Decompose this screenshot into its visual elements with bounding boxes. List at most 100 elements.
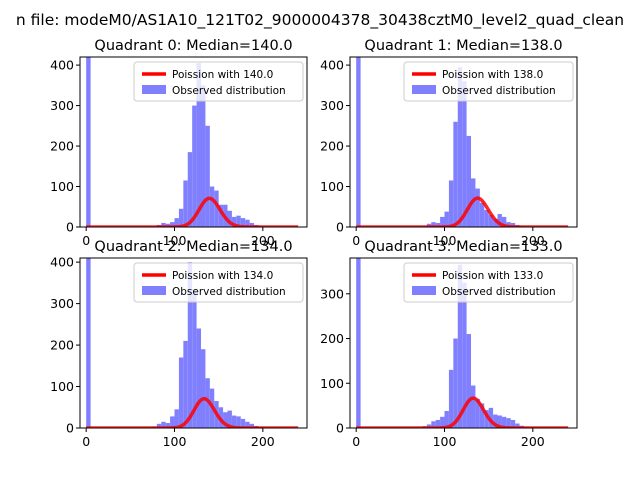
y-tick-label: 300 bbox=[320, 98, 344, 113]
histogram-bar bbox=[170, 222, 175, 227]
histogram-bar bbox=[240, 418, 246, 428]
y-tick-label: 100 bbox=[50, 379, 74, 394]
histogram-bar bbox=[431, 421, 436, 428]
y-tick-label: 200 bbox=[50, 139, 74, 154]
histogram-bar bbox=[218, 204, 224, 227]
histogram-bar bbox=[510, 419, 516, 428]
histogram-bar bbox=[462, 81, 467, 227]
histogram-bar bbox=[205, 378, 210, 428]
histogram-bar bbox=[187, 152, 193, 227]
plot-area bbox=[85, 57, 300, 227]
histogram-bar bbox=[356, 57, 361, 227]
legend-box bbox=[133, 61, 304, 102]
histogram-bar bbox=[466, 135, 472, 227]
histogram-bar bbox=[178, 357, 184, 428]
y-tick-label: 0 bbox=[336, 220, 344, 235]
histogram-bar bbox=[227, 210, 232, 227]
subplot-grid: 0 100 200 300 400 0 100 200 Quadrant 0: Median=1… bbox=[50, 38, 578, 449]
histogram-bar bbox=[448, 369, 454, 428]
histogram-bar bbox=[440, 416, 445, 428]
histogram-bar bbox=[174, 218, 179, 227]
histogram-bar bbox=[435, 222, 441, 227]
subplot-quadrant-1: 0 100 200 300 400 0 100 200 Quadrant 1: Median=1… bbox=[320, 38, 578, 248]
y-tick-label: 300 bbox=[50, 98, 74, 113]
histogram-bar bbox=[506, 222, 511, 227]
histogram-bar bbox=[440, 216, 445, 227]
y-tick-label: 200 bbox=[320, 331, 344, 346]
legend-patch-swatch bbox=[142, 286, 166, 295]
histogram-bar bbox=[431, 222, 436, 227]
histogram-bar bbox=[479, 202, 485, 227]
histogram-bar bbox=[484, 410, 489, 428]
x-tick-label: 0 bbox=[82, 233, 90, 248]
poisson-line bbox=[85, 396, 300, 428]
histogram-bar bbox=[448, 180, 454, 227]
x-tick-label: 200 bbox=[521, 233, 545, 248]
histogram-bar bbox=[453, 338, 458, 428]
legend-patch-swatch bbox=[142, 85, 166, 94]
histogram-bar bbox=[161, 222, 166, 227]
poisson-line bbox=[355, 396, 570, 428]
histogram-bar bbox=[201, 349, 206, 428]
histogram-bar bbox=[170, 416, 175, 428]
histogram-bar bbox=[453, 121, 458, 227]
plot-area bbox=[85, 258, 300, 428]
histogram-bar bbox=[501, 216, 507, 227]
histogram-bar bbox=[493, 414, 498, 428]
y-tick-label: 300 bbox=[50, 296, 74, 311]
histogram-bar bbox=[209, 186, 215, 227]
histogram-bar bbox=[240, 218, 246, 227]
histogram-bar bbox=[178, 208, 184, 227]
x-tick-label: 200 bbox=[251, 434, 275, 449]
poisson-line bbox=[85, 196, 300, 227]
histogram-bar bbox=[426, 424, 432, 428]
histogram-bar bbox=[475, 188, 480, 227]
histogram-bar bbox=[493, 218, 498, 227]
x-tick-label: 100 bbox=[433, 434, 457, 449]
histogram-bar bbox=[249, 423, 255, 428]
histogram-bar bbox=[192, 289, 197, 428]
histogram-bar bbox=[466, 334, 472, 428]
subplot-title: Quadrant 3: Median=133.0 bbox=[364, 239, 562, 255]
histogram-bar bbox=[196, 63, 202, 227]
y-tick-label: 0 bbox=[66, 421, 74, 436]
histogram-bar bbox=[231, 216, 237, 227]
histogram-bar bbox=[223, 412, 228, 428]
histogram-bar bbox=[457, 67, 463, 227]
histogram-bar bbox=[183, 340, 188, 428]
histogram-bar bbox=[205, 125, 210, 227]
histogram-bar bbox=[236, 416, 241, 428]
plot-area bbox=[355, 258, 570, 428]
legend-label-observed: Observed distribution bbox=[442, 286, 556, 298]
histogram-bar bbox=[201, 85, 206, 227]
histogram-bar bbox=[444, 411, 449, 428]
y-tick-label: 200 bbox=[320, 139, 344, 154]
histogram-bar bbox=[497, 415, 502, 428]
legend-label-observed: Observed distribution bbox=[172, 286, 286, 298]
legend-label-observed: Observed distribution bbox=[172, 85, 286, 97]
axes-frame bbox=[349, 56, 578, 228]
histogram-bar bbox=[236, 215, 241, 227]
histogram-bar bbox=[484, 210, 489, 227]
legend: Poission with 133.0 Observed distribution bbox=[403, 262, 574, 303]
histogram-bar bbox=[475, 398, 480, 428]
histogram-bar bbox=[214, 190, 219, 227]
subplot-title: Quadrant 0: Median=140.0 bbox=[94, 38, 292, 54]
histogram-bar bbox=[192, 105, 197, 227]
histogram-bar bbox=[501, 416, 507, 428]
subplot-title: Quadrant 1: Median=138.0 bbox=[364, 38, 562, 54]
y-tick-label: 400 bbox=[50, 58, 74, 73]
y-tick-label: 300 bbox=[320, 286, 344, 301]
legend-box bbox=[403, 61, 574, 102]
y-tick-label: 100 bbox=[320, 376, 344, 391]
subplot-quadrant-3: 0 100 200 300 0 100 200 Quadrant 3: Median=133.… bbox=[320, 239, 578, 449]
histogram-bar bbox=[187, 262, 193, 428]
subplot-quadrant-0: 0 100 200 300 400 0 100 200 Quadrant 0: Median=1… bbox=[50, 38, 308, 248]
y-tick-label: 100 bbox=[320, 179, 344, 194]
histogram-bar bbox=[515, 423, 520, 428]
histogram-bar bbox=[86, 258, 91, 428]
histogram-bar bbox=[471, 385, 476, 428]
legend-box bbox=[133, 262, 304, 303]
x-tick-label: 0 bbox=[352, 434, 360, 449]
